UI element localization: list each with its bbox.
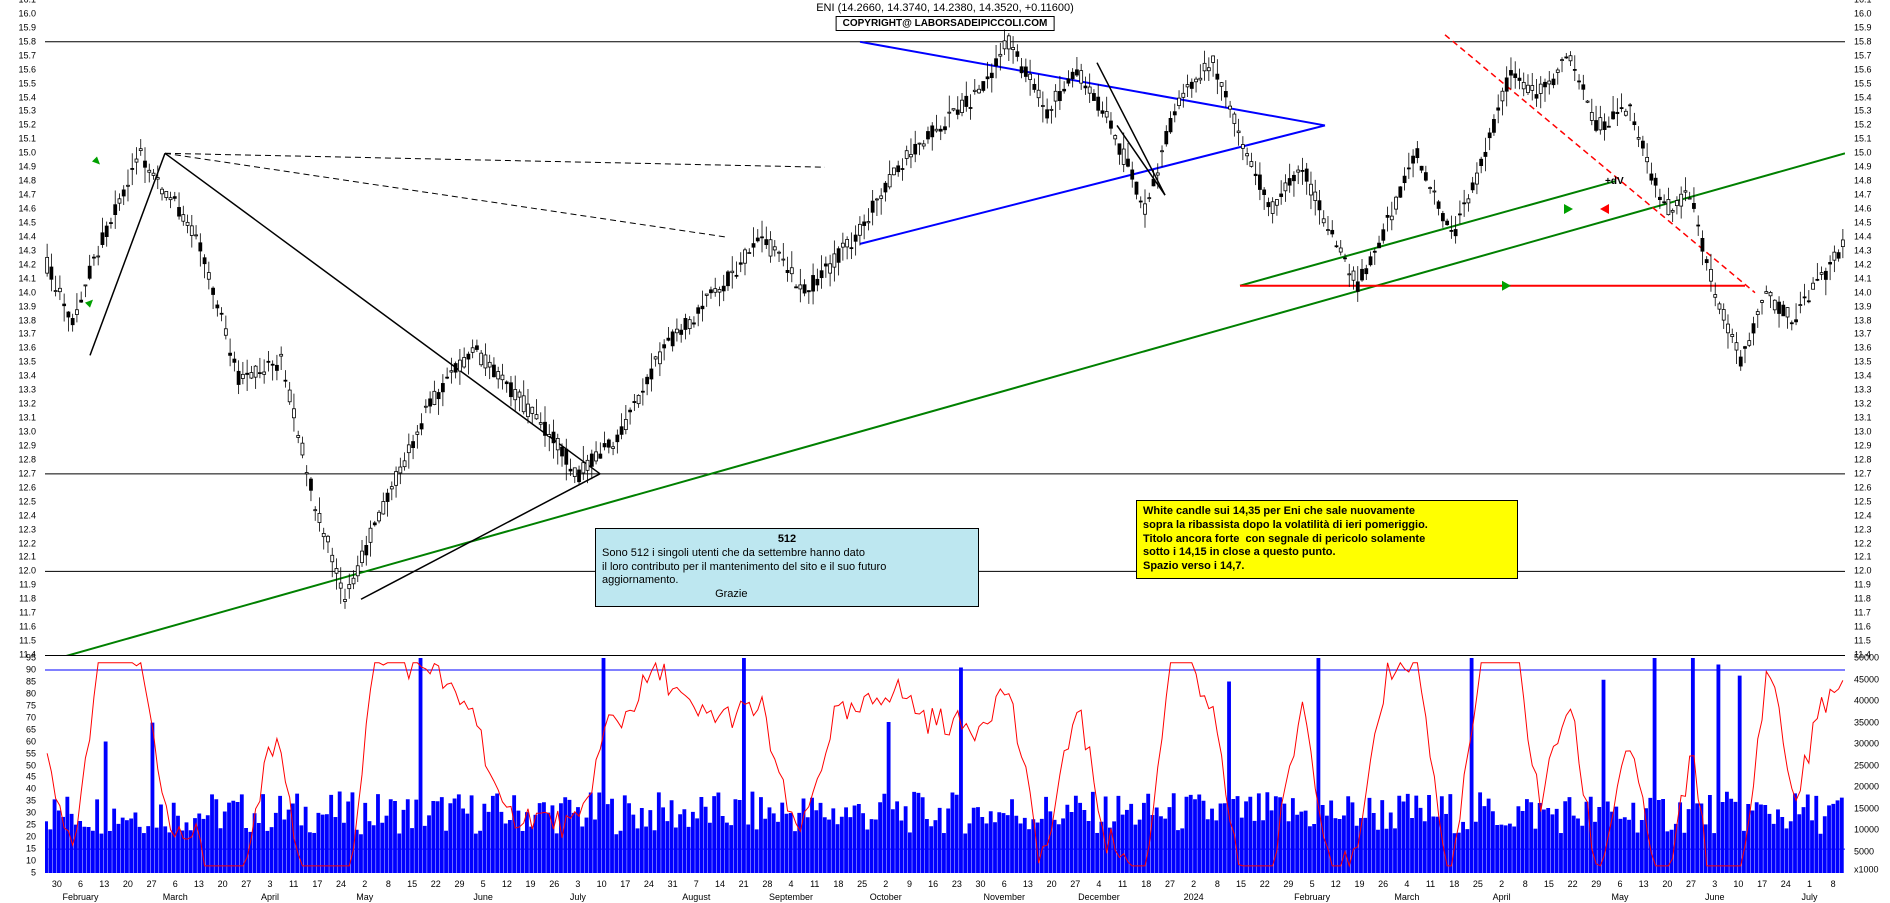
cyan-annot-line: il loro contributo per il mantenimento d… — [602, 561, 972, 575]
yellow-annot-line: sopra la ribassista dopo la volatilità d… — [1143, 519, 1511, 533]
yellow-annot-line: sotto i 14,15 in close a questo punto. — [1143, 546, 1511, 560]
yellow-annot-line: Spazio verso i 14,7. — [1143, 560, 1511, 574]
chart-root: ENI (14.2660, 14.3740, 14.2380, 14.3520,… — [0, 0, 1890, 903]
price-axis-left: 11.411.511.611.711.811.912.012.112.212.3… — [0, 0, 40, 655]
indicator-panel — [45, 658, 1845, 873]
vol-axis-right: 5000100001500020000250003000035000400004… — [1850, 658, 1890, 873]
annotation-yellow: White candle sui 14,35 per Eni che sale … — [1136, 500, 1518, 579]
svg-text:+dV: +dV — [1605, 176, 1624, 187]
cyan-annot-line: aggiornamento. — [602, 574, 972, 588]
cyan-annot-line: Sono 512 i singoli utenti che da settemb… — [602, 547, 972, 561]
yellow-annot-line: Titolo ancora forte con segnale di peric… — [1143, 533, 1511, 547]
x-axis: 306February1320276March1320273April11172… — [45, 875, 1845, 903]
yellow-annot-line: White candle sui 14,35 per Eni che sale … — [1143, 505, 1511, 519]
annotation-cyan: 512Sono 512 i singoli utenti che da sett… — [595, 528, 979, 607]
price-axis-right: 11.411.511.611.711.811.912.012.112.212.3… — [1850, 0, 1890, 655]
indicator-svg — [45, 658, 1845, 873]
cyan-annot-header: 512 — [602, 533, 972, 547]
osc-axis-left: 5101520253035404550556065707580859095 — [0, 658, 40, 873]
cyan-annot-line: Grazie — [602, 588, 972, 602]
